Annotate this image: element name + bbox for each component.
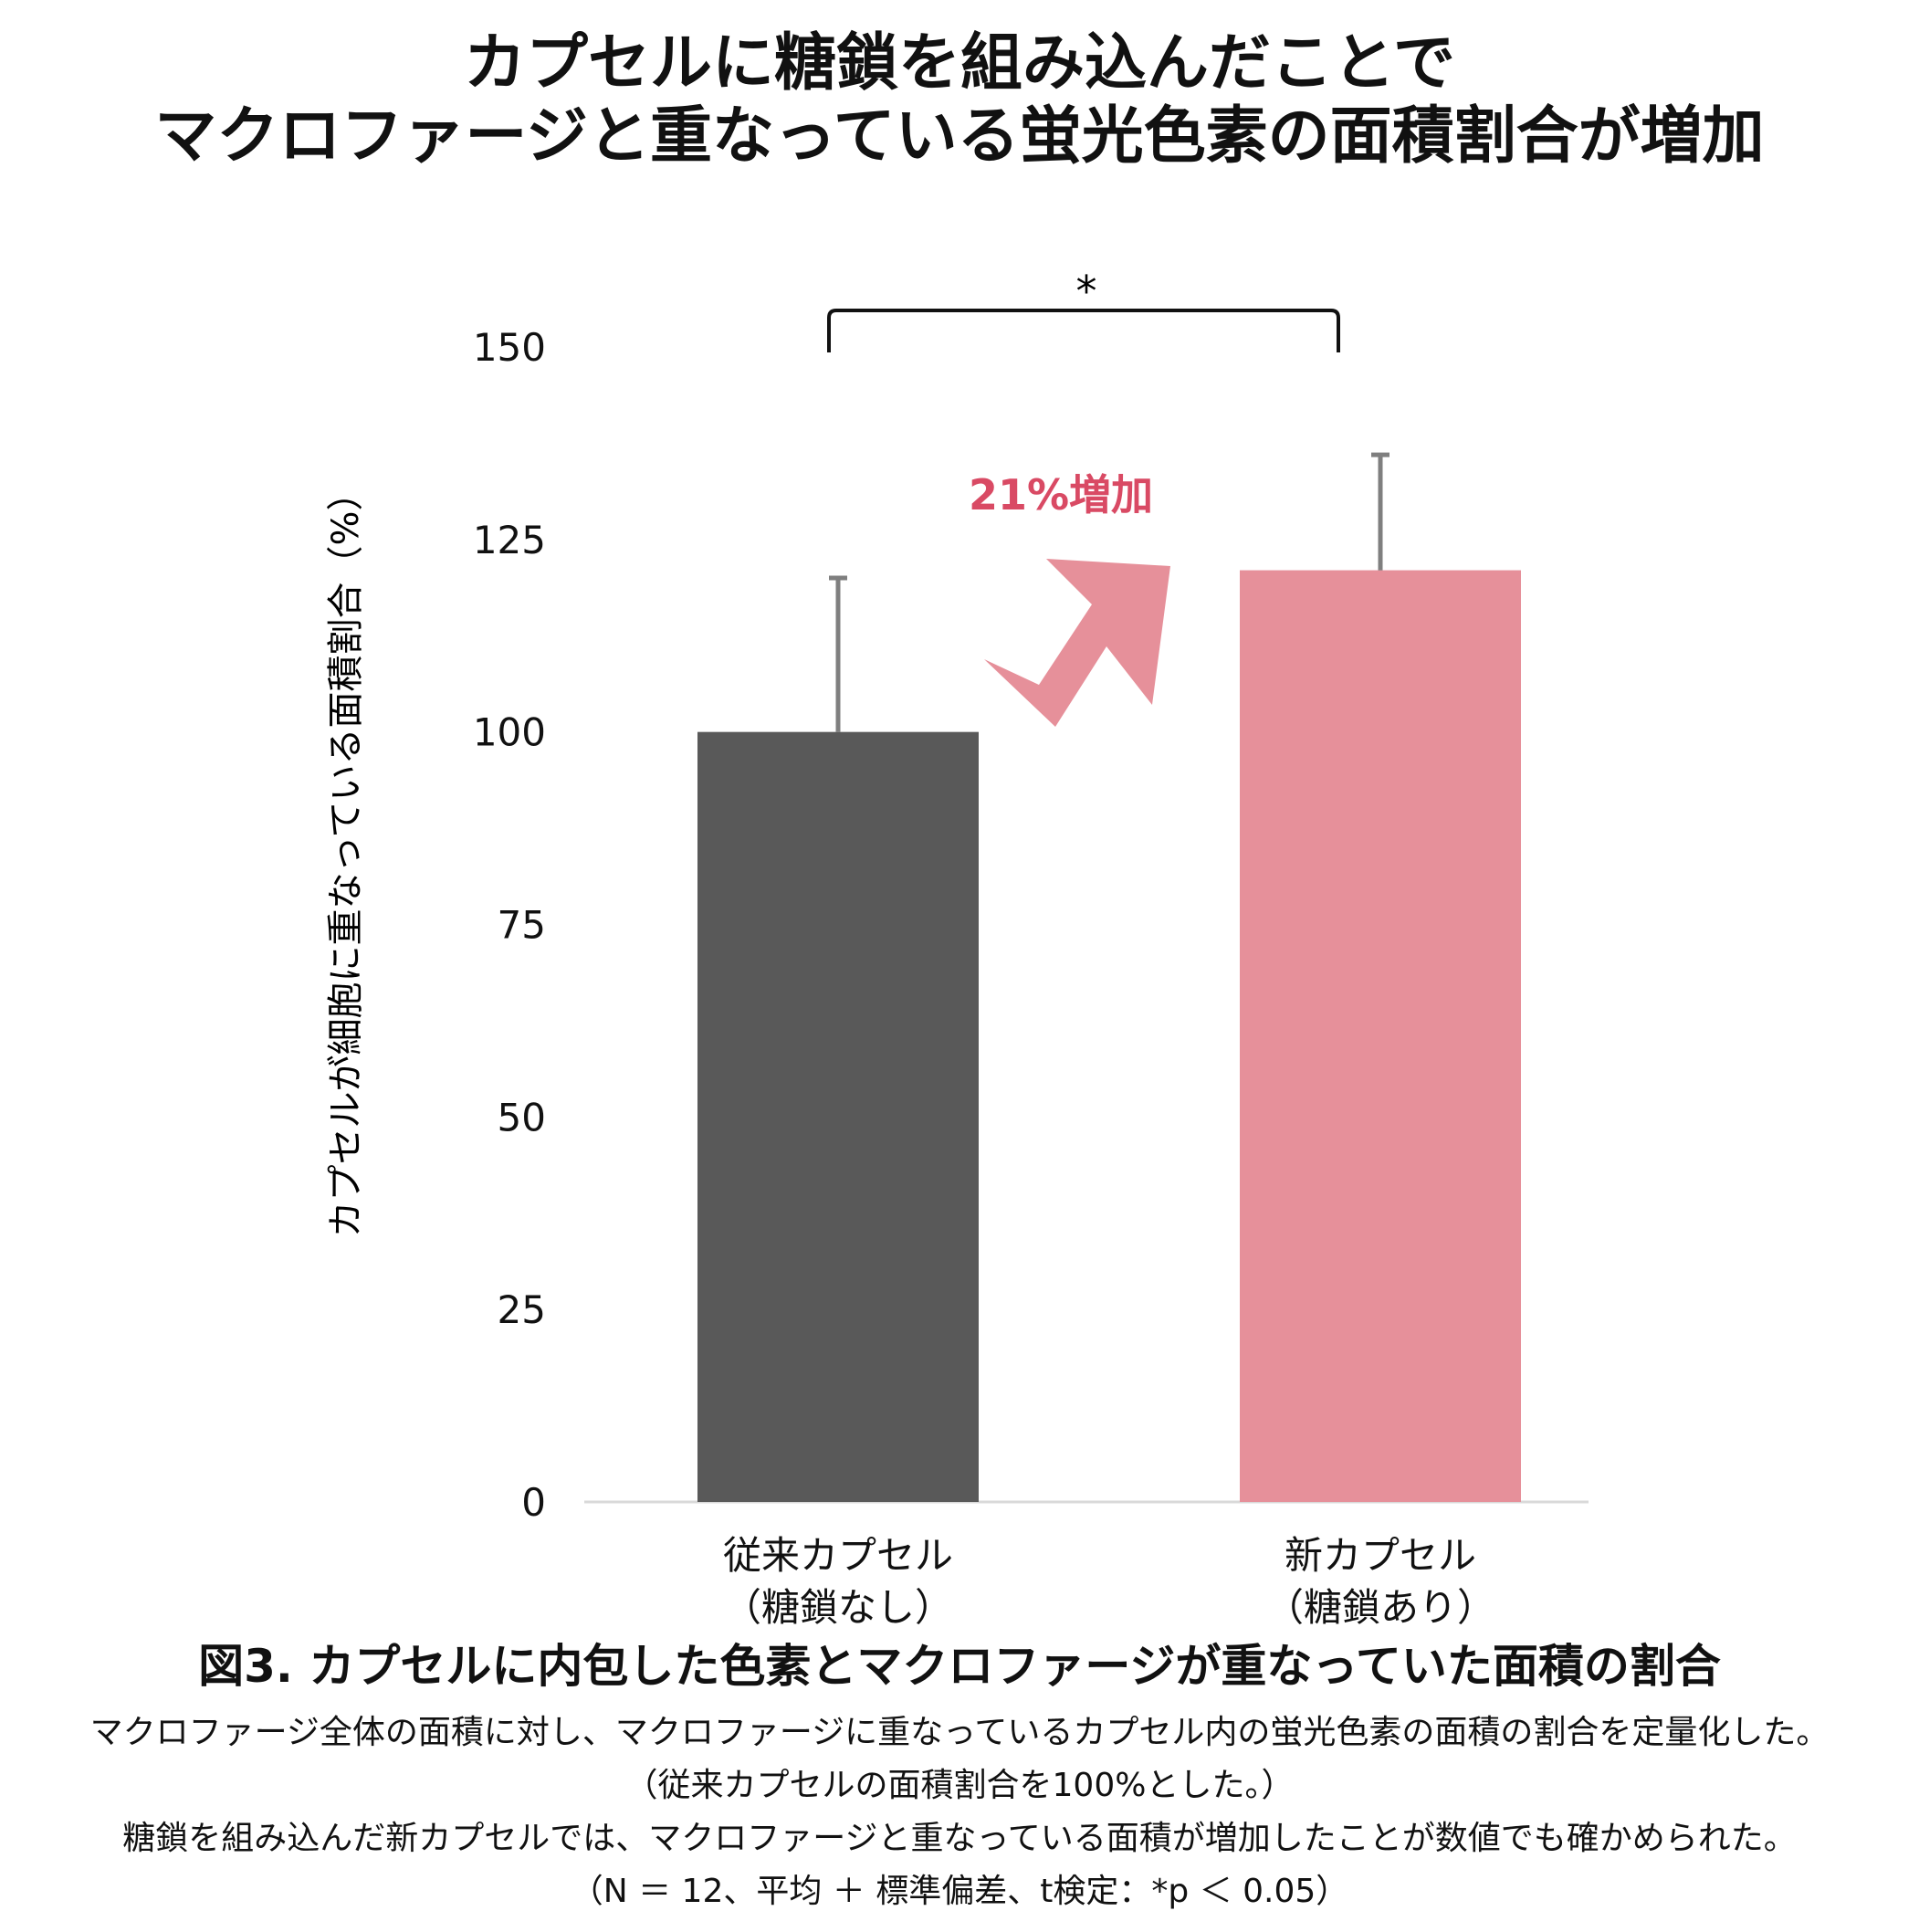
error-bars-group	[829, 452, 1389, 732]
bar	[697, 731, 979, 1502]
significance-bracket	[827, 309, 1340, 352]
x-tick-label: 従来カプセル	[723, 1533, 953, 1578]
bar	[1240, 570, 1521, 1502]
y-tick-label: 50	[498, 1095, 546, 1139]
y-tick-label: 150	[473, 325, 546, 370]
bar-chart: 0 25 50 75 100 125 150 従来カプセル （糖鎖なし） 新カプセル （糖鎖あり）…	[325, 267, 1589, 1625]
increase-annotation: 21%増加	[969, 470, 1153, 520]
caption-line-1: マクロファージ全体の面積に対し、マクロファージに重なっているカプセル内の蛍光色素…	[89, 1714, 1830, 1751]
caption-line-2: （従来カプセルの面積割合を100%とした。）	[624, 1767, 1295, 1804]
y-tick-label: 25	[498, 1287, 546, 1332]
significance-star: *	[1076, 267, 1097, 316]
chart-title-line-1: カプセルに糖鎖を組み込んだことで	[464, 27, 1455, 100]
x-tick-label: （糖鎖あり）	[1265, 1585, 1495, 1625]
y-tick-label: 100	[473, 710, 546, 755]
increase-arrow-icon	[984, 559, 1170, 727]
y-axis-title: カプセルが細胞に重なっている面積割合（%）	[325, 474, 367, 1237]
x-tick-label: （糖鎖なし）	[723, 1585, 953, 1625]
y-tick-label: 125	[473, 518, 546, 562]
y-tick-label: 75	[498, 903, 546, 948]
bars-group	[697, 570, 1521, 1502]
x-tick-label: 新カプセル	[1285, 1533, 1476, 1578]
chart-title-line-2: マクロファージと重なっている蛍光色素の面積割合が増加	[154, 100, 1765, 173]
y-tick-label: 0	[521, 1480, 546, 1525]
caption-line-3: 糖鎖を組み込んだ新カプセルでは、マクロファージと重なっている面積が増加したことが…	[122, 1820, 1797, 1857]
y-axis-ticks: 0 25 50 75 100 125 150	[473, 325, 546, 1525]
caption-line-4: （N ＝ 12、平均 ＋ 標準偏差、t検定：*p ＜ 0.05）	[570, 1873, 1349, 1910]
figure-caption-title: 図3. カプセルに内包した色素とマクロファージが重なっていた面積の割合	[198, 1640, 1721, 1693]
x-axis-labels: 従来カプセル （糖鎖なし） 新カプセル （糖鎖あり）	[723, 1533, 1495, 1625]
